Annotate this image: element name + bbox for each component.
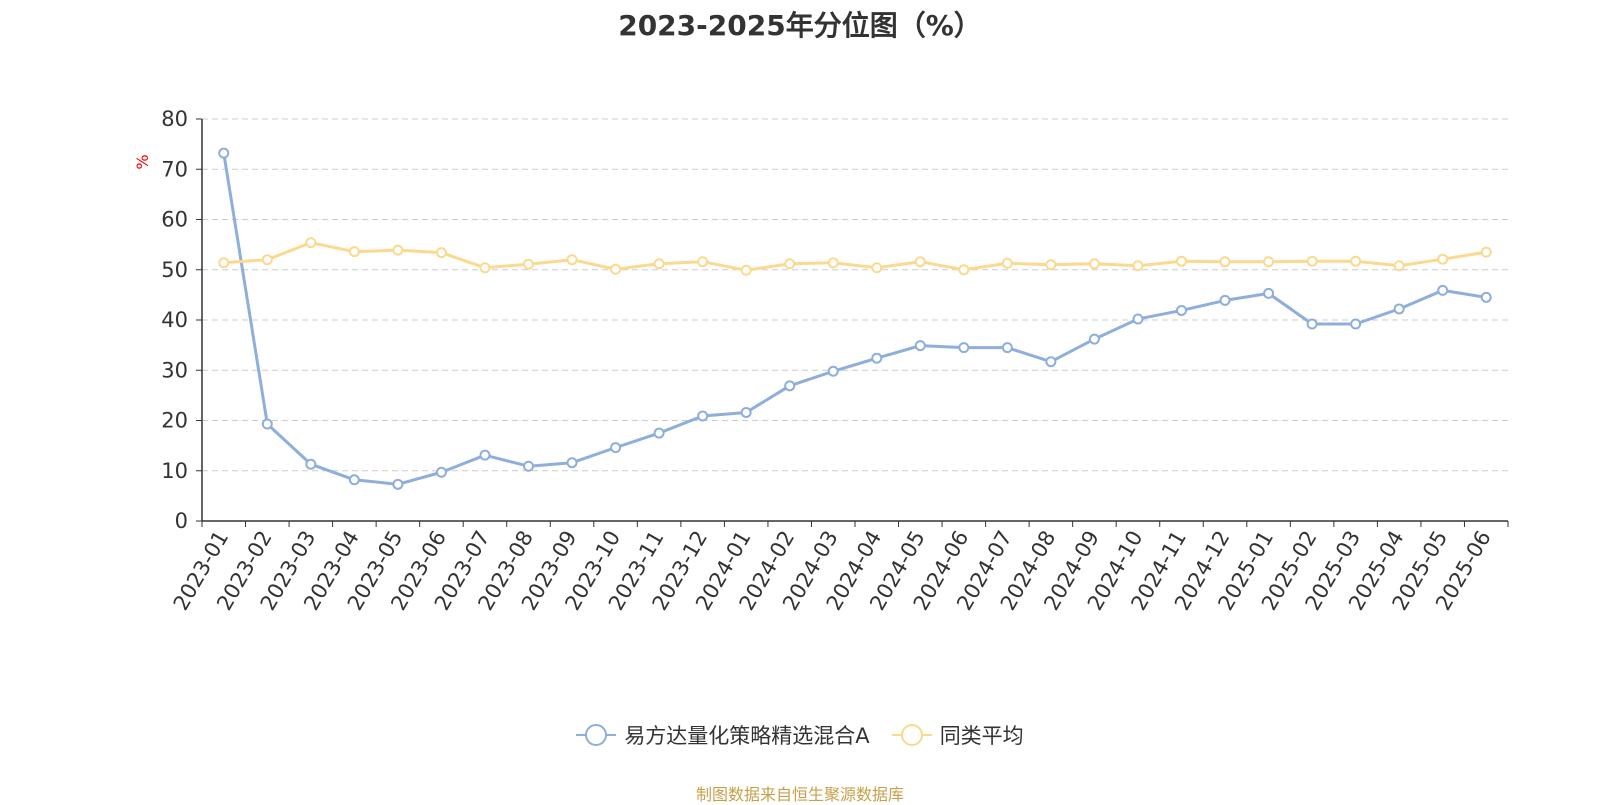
data-point-0[interactable] (653, 427, 665, 439)
data-point-1[interactable] (1306, 255, 1318, 267)
data-point-1[interactable] (784, 258, 796, 270)
axes: 010203040506070802023-012023-022023-0320… (161, 107, 1509, 614)
data-point-0[interactable] (1480, 291, 1492, 303)
data-point-1[interactable] (1263, 256, 1275, 268)
series-line-1 (223, 241, 1487, 272)
chart-title: 2023-2025年分位图（%） (618, 9, 982, 42)
data-point-1[interactable] (1176, 255, 1187, 267)
data-point-0[interactable] (740, 406, 752, 418)
data-point-0[interactable] (697, 410, 709, 422)
data-point-1[interactable] (435, 247, 447, 259)
data-point-1[interactable] (1001, 257, 1013, 269)
data-point-0[interactable] (1088, 333, 1100, 345)
data-point-1[interactable] (392, 244, 404, 256)
legend: 易方达量化策略精选混合A 同类平均 (0, 720, 1600, 750)
data-point-1[interactable] (479, 262, 491, 274)
data-point-0[interactable] (392, 478, 404, 490)
data-point-0[interactable] (784, 380, 796, 392)
data-point-0[interactable] (435, 466, 447, 478)
grid-lines (202, 118, 1508, 472)
y-tick-label: 0 (175, 509, 188, 533)
data-point-1[interactable] (1132, 260, 1144, 272)
legend-item-average[interactable]: 同类平均 (891, 720, 1024, 750)
data-point-1[interactable] (1219, 256, 1231, 268)
data-point-1[interactable] (566, 254, 578, 266)
data-point-0[interactable] (914, 340, 926, 352)
y-tick-label: 10 (161, 459, 188, 483)
legend-label-average: 同类平均 (939, 724, 1024, 748)
series-lines (218, 147, 1492, 490)
data-point-0[interactable] (827, 365, 839, 377)
series-line-0 (222, 152, 1487, 486)
data-point-1[interactable] (261, 254, 273, 266)
y-tick-label: 40 (161, 308, 188, 332)
data-point-0[interactable] (523, 460, 534, 472)
y-tick-label: 60 (161, 208, 188, 232)
data-point-0[interactable] (1350, 318, 1362, 330)
data-point-0[interactable] (958, 342, 970, 354)
data-point-1[interactable] (1480, 246, 1492, 258)
y-tick-label: 70 (161, 157, 188, 181)
data-point-0[interactable] (1306, 318, 1318, 330)
y-tick-label: 30 (161, 358, 188, 382)
legend-label-fund: 易方达量化策略精选混合A (624, 724, 870, 748)
data-point-1[interactable] (653, 258, 665, 270)
data-point-1[interactable] (610, 263, 622, 275)
data-point-1[interactable] (218, 257, 230, 269)
legend-marker-average-icon (891, 724, 932, 746)
data-point-0[interactable] (479, 449, 491, 461)
data-point-1[interactable] (305, 237, 317, 249)
data-point-0[interactable] (610, 442, 622, 454)
data-point-1[interactable] (348, 246, 360, 258)
data-point-0[interactable] (1263, 287, 1275, 299)
data-point-0[interactable] (218, 147, 230, 159)
data-point-1[interactable] (697, 256, 709, 268)
data-point-0[interactable] (1045, 356, 1057, 368)
data-point-0[interactable] (1176, 304, 1187, 316)
data-point-1[interactable] (1393, 260, 1405, 272)
data-point-1[interactable] (871, 262, 883, 274)
data-point-0[interactable] (348, 474, 360, 486)
data-point-0[interactable] (261, 418, 273, 430)
data-point-0[interactable] (1437, 284, 1449, 296)
data-point-0[interactable] (1393, 303, 1405, 315)
data-point-0[interactable] (871, 352, 883, 364)
y-tick-label: 80 (161, 107, 188, 131)
data-point-0[interactable] (1219, 294, 1231, 306)
y-axis-unit-label: % (133, 154, 152, 169)
data-point-1[interactable] (1437, 253, 1449, 265)
legend-marker-fund-icon (576, 724, 617, 746)
data-point-0[interactable] (566, 457, 578, 469)
data-point-1[interactable] (958, 264, 970, 276)
data-point-1[interactable] (523, 258, 534, 270)
data-point-1[interactable] (1350, 255, 1362, 267)
data-point-1[interactable] (740, 264, 752, 276)
data-point-1[interactable] (827, 257, 839, 269)
y-tick-label: 50 (161, 258, 188, 282)
data-point-1[interactable] (914, 256, 926, 268)
data-point-0[interactable] (1001, 342, 1013, 354)
data-point-1[interactable] (1088, 258, 1100, 270)
data-point-0[interactable] (1132, 313, 1144, 325)
data-point-1[interactable] (1045, 259, 1057, 271)
legend-item-fund[interactable]: 易方达量化策略精选混合A (576, 720, 870, 750)
y-tick-label: 20 (161, 409, 188, 433)
data-point-0[interactable] (305, 458, 317, 470)
source-note: 制图数据来自恒生聚源数据库 (695, 785, 904, 804)
